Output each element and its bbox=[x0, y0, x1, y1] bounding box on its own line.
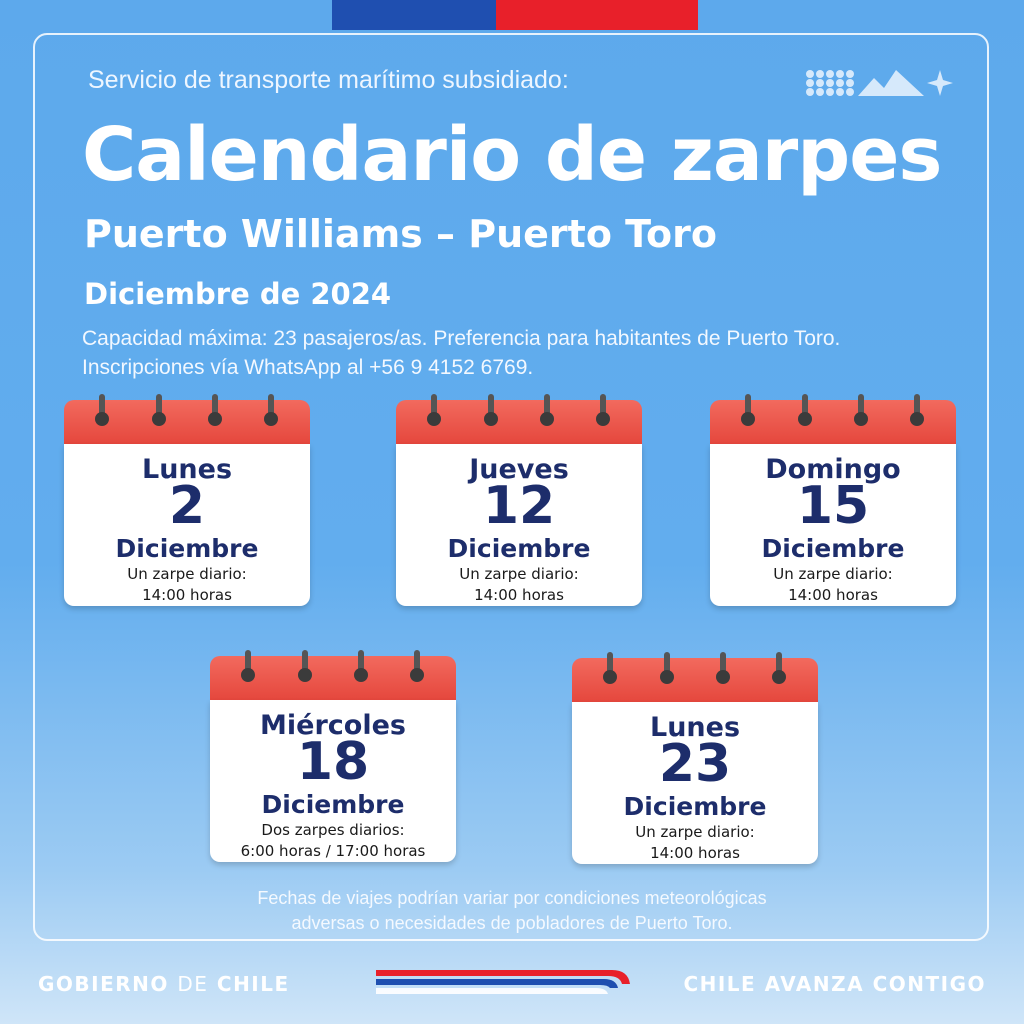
calendar-weekday: Miércoles bbox=[260, 710, 406, 741]
calendar-card: Lunes 23 Diciembre Un zarpe diario: 14:0… bbox=[572, 652, 818, 864]
calendar-schedule: Dos zarpes diarios: 6:00 horas / 17:00 h… bbox=[210, 820, 456, 862]
calendar-ring-icon bbox=[264, 394, 278, 426]
month-heading: Diciembre de 2024 bbox=[84, 277, 392, 311]
calendar-schedule: Un zarpe diario: 14:00 horas bbox=[396, 564, 642, 606]
calendar-ring-icon bbox=[152, 394, 166, 426]
calendar-card: Lunes 2 Diciembre Un zarpe diario: 14:00… bbox=[64, 394, 310, 606]
calendar-weekday: Lunes bbox=[141, 454, 233, 485]
schedule-time: 6:00 horas / 17:00 horas bbox=[240, 842, 426, 860]
gov-word: DE bbox=[177, 972, 209, 996]
slogan-text: CHILE AVANZA CONTIGO bbox=[683, 972, 986, 996]
calendar-month: Diciembre bbox=[115, 534, 259, 563]
calendar-card: Miércoles 18 Diciembre Dos zarpes diario… bbox=[210, 650, 456, 862]
calendar-month: Diciembre bbox=[761, 534, 905, 563]
calendar-ring-icon bbox=[741, 394, 755, 426]
route-heading: Puerto Williams – Puerto Toro bbox=[84, 212, 717, 256]
calendar-schedule: Un zarpe diario: 14:00 horas bbox=[710, 564, 956, 606]
calendar-date: 15 bbox=[796, 476, 870, 536]
calendar-ring-icon bbox=[660, 652, 674, 684]
calendar-ring-icon bbox=[241, 650, 255, 682]
calendar-ring-icon bbox=[772, 652, 786, 684]
calendar-ring-icon bbox=[354, 650, 368, 682]
disclaimer-line: Fechas de viajes podrían variar por cond… bbox=[257, 888, 767, 908]
capacity-text: Capacidad máxima: 23 pasajeros/as. Prefe… bbox=[82, 327, 841, 350]
schedule-time: 14:00 horas bbox=[474, 586, 564, 604]
whatsapp-text: Inscripciones vía WhatsApp al +56 9 4152… bbox=[82, 356, 534, 379]
calendar-weekday: Jueves bbox=[469, 454, 569, 485]
schedule-time: 14:00 horas bbox=[142, 586, 232, 604]
calendar-schedule: Un zarpe diario: 14:00 horas bbox=[64, 564, 310, 606]
calendar-month: Diciembre bbox=[447, 534, 591, 563]
calendar-ring-icon bbox=[208, 394, 222, 426]
calendar-date: 2 bbox=[168, 476, 206, 536]
calendar-schedule: Un zarpe diario: 14:00 horas bbox=[572, 822, 818, 864]
calendar-body bbox=[572, 702, 818, 864]
calendar-month: Diciembre bbox=[261, 790, 405, 819]
calendar-ring-icon bbox=[95, 394, 109, 426]
gov-word: GOBIERNO bbox=[38, 972, 169, 996]
gov-word: CHILE bbox=[216, 972, 290, 996]
calendar-body bbox=[210, 700, 456, 862]
calendar-weekday: Lunes bbox=[649, 712, 741, 743]
calendar-month: Diciembre bbox=[623, 792, 767, 821]
calendar-card: Jueves 12 Diciembre Un zarpe diario: 14:… bbox=[396, 394, 642, 606]
disclaimer-line: adversas o necesidades de pobladores de … bbox=[291, 913, 733, 933]
schedule-label: Dos zarpes diarios: bbox=[261, 821, 405, 839]
calendar-ring-icon bbox=[596, 394, 610, 426]
schedule-label: Un zarpe diario: bbox=[127, 565, 247, 583]
page-subtitle: Servicio de transporte marítimo subsidia… bbox=[88, 66, 569, 94]
schedule-label: Un zarpe diario: bbox=[459, 565, 579, 583]
calendar-body bbox=[396, 444, 642, 606]
schedule-label: Un zarpe diario: bbox=[635, 823, 755, 841]
dots-mountains-star-icon bbox=[806, 70, 953, 96]
calendar-ring-icon bbox=[540, 394, 554, 426]
calendar-card: Domingo 15 Diciembre Un zarpe diario: 14… bbox=[710, 394, 956, 606]
content-frame bbox=[33, 33, 989, 941]
schedule-time: 14:00 horas bbox=[650, 844, 740, 862]
calendar-ring-icon bbox=[484, 394, 498, 426]
calendar-body bbox=[710, 444, 956, 606]
flag-stripe-red bbox=[496, 0, 698, 30]
calendar-date: 18 bbox=[296, 732, 370, 792]
calendar-ring-icon bbox=[410, 650, 424, 682]
gobierno-logo: GOBIERNO DE CHILE bbox=[38, 972, 290, 996]
calendar-date: 23 bbox=[658, 734, 732, 794]
page-title: Calendario de zarpes bbox=[82, 112, 942, 198]
calendar-ring-icon bbox=[716, 652, 730, 684]
calendar-ring-icon bbox=[798, 394, 812, 426]
schedule-label: Un zarpe diario: bbox=[773, 565, 893, 583]
info-text: Capacidad máxima: 23 pasajeros/as. Prefe… bbox=[82, 324, 840, 382]
calendar-ring-icon bbox=[603, 652, 617, 684]
calendar-date: 12 bbox=[482, 476, 556, 536]
calendar-weekday: Domingo bbox=[765, 454, 901, 485]
flag-stripe-blue bbox=[332, 0, 496, 30]
calendar-ring-icon bbox=[298, 650, 312, 682]
calendar-ring-icon bbox=[854, 394, 868, 426]
calendar-body bbox=[64, 444, 310, 606]
calendar-ring-icon bbox=[427, 394, 441, 426]
disclaimer-text: Fechas de viajes podrían variar por cond… bbox=[0, 886, 1024, 936]
swoosh-logo-icon bbox=[376, 970, 630, 994]
calendar-ring-icon bbox=[910, 394, 924, 426]
schedule-time: 14:00 horas bbox=[788, 586, 878, 604]
